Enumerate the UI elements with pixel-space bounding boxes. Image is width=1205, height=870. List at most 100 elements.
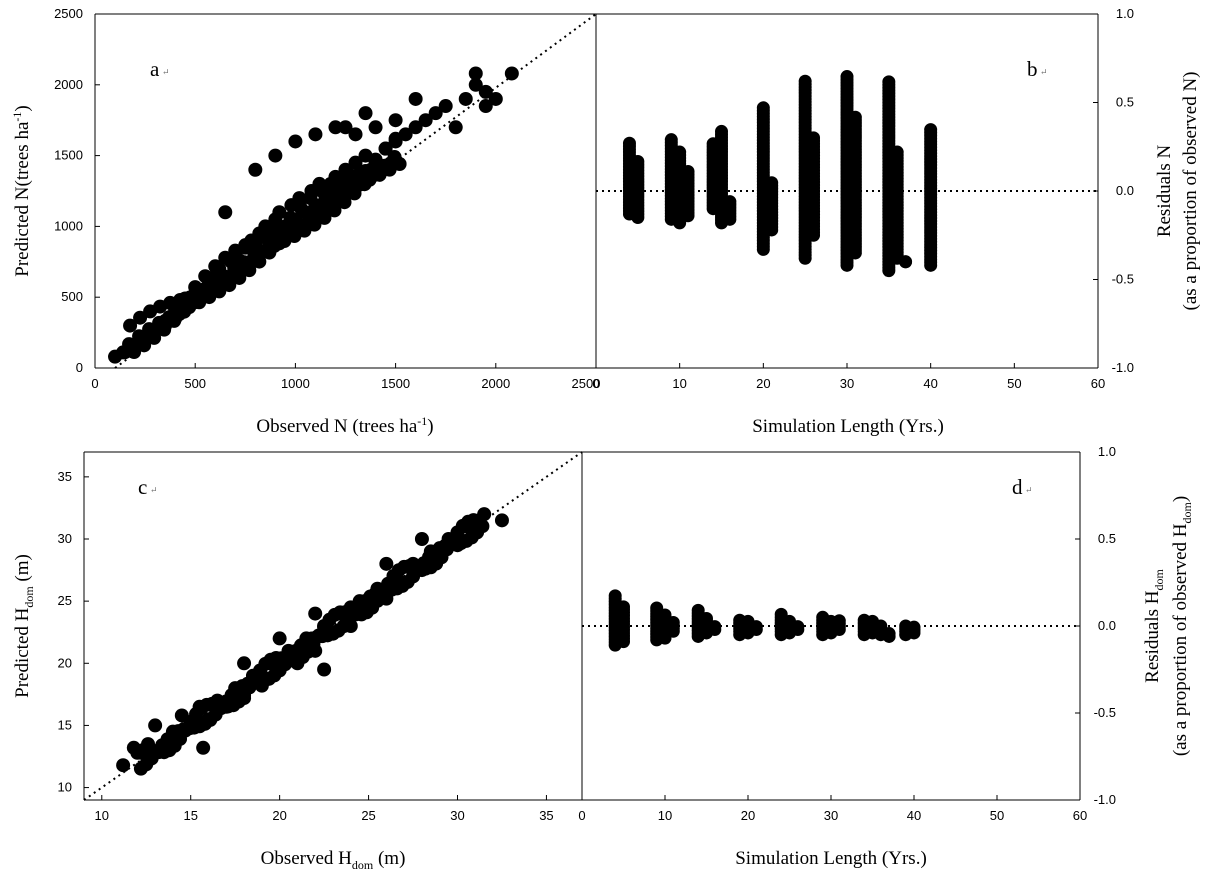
panel-b-data-point bbox=[765, 176, 779, 190]
panel-a-data-point bbox=[388, 113, 403, 128]
panel-a-paragraph-mark: ↵ bbox=[162, 67, 170, 77]
panel-a-data-point bbox=[358, 106, 373, 121]
panel-a-data-point bbox=[428, 106, 443, 121]
panel-a-data-point bbox=[338, 120, 353, 135]
panel-b-x-tick-label: 10 bbox=[672, 376, 686, 391]
panel-b: 0 10 20 30 40 50 60 -1.0 -0.5 0.0 0.5 1.0 b ↵ Simu… bbox=[592, 6, 1201, 437]
panel-a-y-tick-label: 500 bbox=[61, 289, 83, 304]
panel-d-data-point bbox=[874, 619, 888, 633]
panel-a-y-ticks: 0 500 1000 1500 2000 2500 bbox=[54, 6, 100, 375]
panel-a-data-point bbox=[468, 66, 483, 81]
panel-d-label: d bbox=[1012, 475, 1023, 499]
panel-b-x-ticks: 0 10 20 30 40 50 60 bbox=[592, 363, 1105, 391]
panel-a-x-ticks: 0 500 1000 1500 2000 2500 bbox=[91, 363, 600, 391]
panel-b-y-title: Residuals N bbox=[1154, 145, 1175, 238]
panel-d-data-point bbox=[882, 627, 896, 641]
panel-a-x-tick-label: 500 bbox=[184, 376, 206, 391]
panel-d-y-tick-label: -0.5 bbox=[1094, 705, 1116, 720]
panel-d-y-title-2: (as a proportion of observed Hdom) bbox=[1170, 496, 1194, 756]
panel-a-y-tick-label: 2500 bbox=[54, 6, 83, 21]
panel-a-x-tick-label: 1500 bbox=[381, 376, 410, 391]
panel-c-y-title: Predicted Hdom (m) bbox=[12, 554, 36, 698]
panel-c-data-point bbox=[317, 662, 332, 677]
panel-c-x-tick-label: 10 bbox=[95, 808, 109, 823]
panel-d-x-ticks: 0 10 20 30 40 50 60 bbox=[578, 795, 1087, 823]
panel-b-data-point bbox=[899, 255, 913, 269]
panel-d-data-point bbox=[608, 589, 622, 603]
panel-a-data-point bbox=[392, 156, 407, 171]
panel-d-y-tick-label: 1.0 bbox=[1098, 444, 1116, 459]
panel-a-y-tick-label: 1000 bbox=[54, 218, 83, 233]
panel-a-y-tick-label: 0 bbox=[76, 360, 83, 375]
panel-d-data-point bbox=[666, 616, 680, 630]
panel-d-points bbox=[608, 589, 921, 652]
panel-d-x-tick-label: 20 bbox=[741, 808, 755, 823]
panel-a-data-point bbox=[348, 127, 363, 142]
panel-a-data-point bbox=[408, 91, 423, 106]
panel-b-y-tick-label: -0.5 bbox=[1112, 272, 1134, 287]
panel-b-data-point bbox=[664, 133, 678, 147]
panel-b-x-tick-label: 0 bbox=[592, 376, 599, 391]
panel-b-paragraph-mark: ↵ bbox=[1040, 67, 1048, 77]
panel-b-data-point bbox=[622, 136, 636, 150]
panel-d-paragraph-mark: ↵ bbox=[1025, 485, 1033, 495]
panel-b-x-tick-label: 40 bbox=[923, 376, 937, 391]
panel-c-data-point bbox=[237, 656, 252, 671]
panel-a-data-point bbox=[133, 310, 148, 325]
panel-c-data-point bbox=[414, 532, 429, 546]
panel-c-y-tick-label: 25 bbox=[58, 593, 72, 608]
panel-b-x-tick-label: 30 bbox=[840, 376, 854, 391]
panel-a-data-point bbox=[248, 162, 263, 177]
panel-d-x-title: Simulation Length (Yrs.) bbox=[735, 848, 927, 869]
panel-c-y-tick-label: 30 bbox=[58, 531, 72, 546]
panel-a-data-point bbox=[368, 120, 383, 135]
panel-a-data-point bbox=[328, 120, 343, 135]
panel-c-label: c bbox=[138, 475, 147, 499]
panel-c-data-point bbox=[379, 556, 394, 571]
panel-d-x-tick-label: 40 bbox=[907, 808, 921, 823]
panel-b-data-point bbox=[840, 70, 854, 84]
panel-a-data-point bbox=[418, 113, 433, 128]
panel-d: 0 10 20 30 40 50 60 -1.0 -0.5 0.0 0.5 1.0 d ↵ Simu… bbox=[578, 444, 1194, 869]
panel-a-x-tick-label: 0 bbox=[91, 376, 98, 391]
panel-c-x-tick-label: 20 bbox=[272, 808, 286, 823]
panel-b-data-point bbox=[890, 145, 904, 159]
panel-d-y-title: Residuals Hdom bbox=[1142, 568, 1166, 682]
panel-a-data-point bbox=[388, 131, 403, 146]
panel-b-data-point bbox=[807, 131, 821, 145]
panel-a-data-point bbox=[504, 66, 519, 81]
panel-b-data-point bbox=[715, 124, 728, 138]
panel-b-data-point bbox=[681, 165, 695, 179]
panel-b-data-point bbox=[798, 74, 812, 88]
panel-b-data-point bbox=[631, 155, 645, 168]
panel-c-points bbox=[116, 507, 509, 776]
panel-d-x-tick-label: 60 bbox=[1073, 808, 1087, 823]
panel-b-y-ticks: -1.0 -0.5 0.0 0.5 1.0 bbox=[1093, 6, 1134, 375]
panel-a-y-title: Predicted N(trees ha-1) bbox=[10, 105, 33, 276]
panel-a-x-tick-label: 1000 bbox=[281, 376, 310, 391]
panel-a-x-title: Observed N (trees ha-1) bbox=[256, 414, 433, 437]
panel-b-y-title-2: (as a proportion of observed N) bbox=[1180, 71, 1201, 310]
panel-b-data-point bbox=[723, 195, 737, 209]
panel-a-y-tick-label: 2000 bbox=[54, 77, 83, 92]
panel-a-data-point bbox=[288, 134, 303, 149]
panel-a-data-point bbox=[268, 148, 283, 163]
panel-a-data-point bbox=[303, 191, 318, 206]
panel-b-data-point bbox=[756, 101, 770, 115]
panel-c-x-tick-label: 35 bbox=[539, 808, 553, 823]
panel-c-y-ticks: 10 15 20 25 30 35 bbox=[58, 469, 89, 795]
panel-a-y-tick-label: 1500 bbox=[54, 148, 83, 163]
panel-a-x-tick-label: 2000 bbox=[481, 376, 510, 391]
panel-a-data-point bbox=[488, 91, 503, 106]
panel-c-x-ticks: 10 15 20 25 30 35 bbox=[95, 795, 554, 823]
panel-d-data-point bbox=[691, 603, 705, 617]
panel-a-data-point bbox=[218, 205, 233, 220]
panel-c-x-tick-label: 25 bbox=[361, 808, 375, 823]
panel-c-data-point bbox=[494, 513, 509, 528]
panel-c-data-point bbox=[475, 519, 490, 534]
panel-a-label: a bbox=[150, 57, 160, 81]
panel-c-data-point bbox=[148, 718, 163, 733]
panel-d-x-tick-label: 50 bbox=[990, 808, 1004, 823]
panel-d-x-tick-label: 30 bbox=[824, 808, 838, 823]
